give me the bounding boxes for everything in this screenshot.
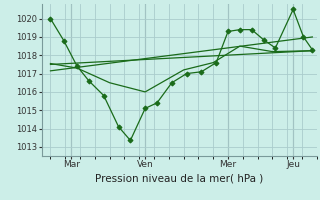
X-axis label: Pression niveau de la mer( hPa ): Pression niveau de la mer( hPa ) (95, 173, 263, 183)
